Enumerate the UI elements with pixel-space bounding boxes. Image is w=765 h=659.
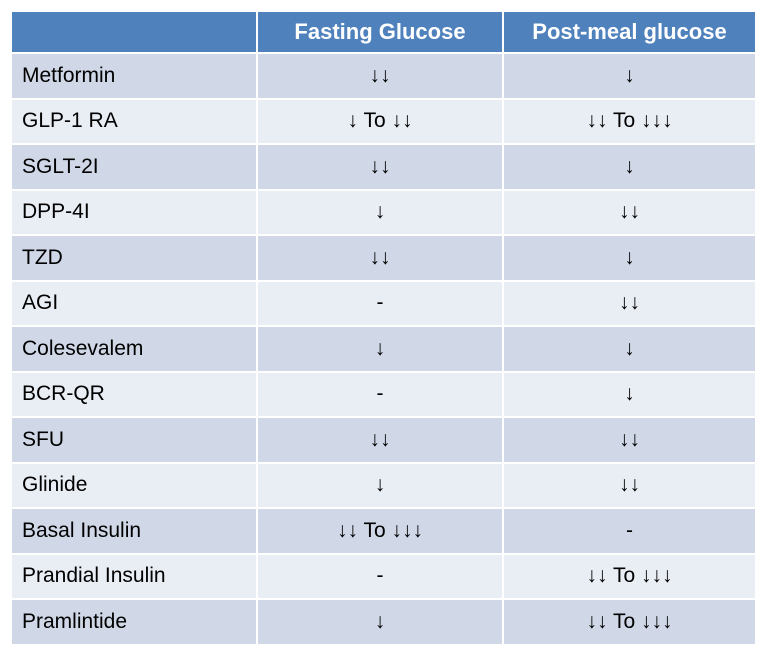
fasting-glucose-cell: ↓↓ xyxy=(258,145,502,189)
fasting-glucose-cell: ↓↓ xyxy=(258,418,502,462)
header-cell-fasting: Fasting Glucose xyxy=(258,12,502,52)
drug-name-cell: SGLT-2I xyxy=(12,145,256,189)
drug-name-cell: Colesevalem xyxy=(12,327,256,371)
drug-name-cell: DPP-4I xyxy=(12,190,256,234)
table-row: BCR-QR - ↓ xyxy=(12,372,755,416)
fasting-glucose-cell: ↓ xyxy=(258,327,502,371)
postmeal-glucose-cell: ↓ xyxy=(504,327,755,371)
postmeal-glucose-cell: ↓↓ To ↓↓↓ xyxy=(504,554,755,598)
postmeal-glucose-cell: ↓↓ xyxy=(504,418,755,462)
table-row: TZD ↓↓ ↓ xyxy=(12,236,755,280)
drug-name-cell: Prandial Insulin xyxy=(12,554,256,598)
fasting-glucose-cell: ↓↓ To ↓↓↓ xyxy=(258,509,502,553)
fasting-glucose-cell: - xyxy=(258,554,502,598)
postmeal-glucose-cell: ↓ xyxy=(504,54,755,98)
table-row: Prandial Insulin - ↓↓ To ↓↓↓ xyxy=(12,554,755,598)
drug-name-cell: AGI xyxy=(12,281,256,325)
postmeal-glucose-cell: ↓↓ To ↓↓↓ xyxy=(504,600,755,644)
fasting-glucose-cell: ↓ xyxy=(258,190,502,234)
fasting-glucose-cell: - xyxy=(258,372,502,416)
fasting-glucose-cell: ↓↓ xyxy=(258,236,502,280)
fasting-glucose-cell: - xyxy=(258,281,502,325)
drug-name-cell: TZD xyxy=(12,236,256,280)
header-cell-drug xyxy=(12,12,256,52)
header-row: Fasting Glucose Post-meal glucose xyxy=(12,12,755,52)
fasting-glucose-cell: ↓↓ xyxy=(258,54,502,98)
table-row: Colesevalem ↓ ↓ xyxy=(12,327,755,371)
drug-name-cell: Glinide xyxy=(12,463,256,507)
glucose-effect-table: Fasting Glucose Post-meal glucose Metfor… xyxy=(10,10,757,646)
postmeal-glucose-cell: ↓ xyxy=(504,372,755,416)
postmeal-glucose-cell: ↓↓ To ↓↓↓ xyxy=(504,99,755,143)
table-row: AGI - ↓↓ xyxy=(12,281,755,325)
drug-name-cell: Pramlintide xyxy=(12,600,256,644)
table-row: SGLT-2I ↓↓ ↓ xyxy=(12,145,755,189)
drug-name-cell: Basal Insulin xyxy=(12,509,256,553)
postmeal-glucose-cell: ↓ xyxy=(504,145,755,189)
postmeal-glucose-cell: - xyxy=(504,509,755,553)
drug-name-cell: Metformin xyxy=(12,54,256,98)
header-cell-postmeal: Post-meal glucose xyxy=(504,12,755,52)
postmeal-glucose-cell: ↓↓ xyxy=(504,190,755,234)
table-row: Metformin ↓↓ ↓ xyxy=(12,54,755,98)
drug-name-cell: BCR-QR xyxy=(12,372,256,416)
table-row: Basal Insulin ↓↓ To ↓↓↓ - xyxy=(12,509,755,553)
fasting-glucose-cell: ↓ xyxy=(258,463,502,507)
table-row: SFU ↓↓ ↓↓ xyxy=(12,418,755,462)
postmeal-glucose-cell: ↓ xyxy=(504,236,755,280)
table-row: Pramlintide ↓ ↓↓ To ↓↓↓ xyxy=(12,600,755,644)
table-row: GLP-1 RA ↓ To ↓↓ ↓↓ To ↓↓↓ xyxy=(12,99,755,143)
drug-name-cell: GLP-1 RA xyxy=(12,99,256,143)
drug-name-cell: SFU xyxy=(12,418,256,462)
postmeal-glucose-cell: ↓↓ xyxy=(504,281,755,325)
table-row: DPP-4I ↓ ↓↓ xyxy=(12,190,755,234)
fasting-glucose-cell: ↓ xyxy=(258,600,502,644)
postmeal-glucose-cell: ↓↓ xyxy=(504,463,755,507)
fasting-glucose-cell: ↓ To ↓↓ xyxy=(258,99,502,143)
table-row: Glinide ↓ ↓↓ xyxy=(12,463,755,507)
